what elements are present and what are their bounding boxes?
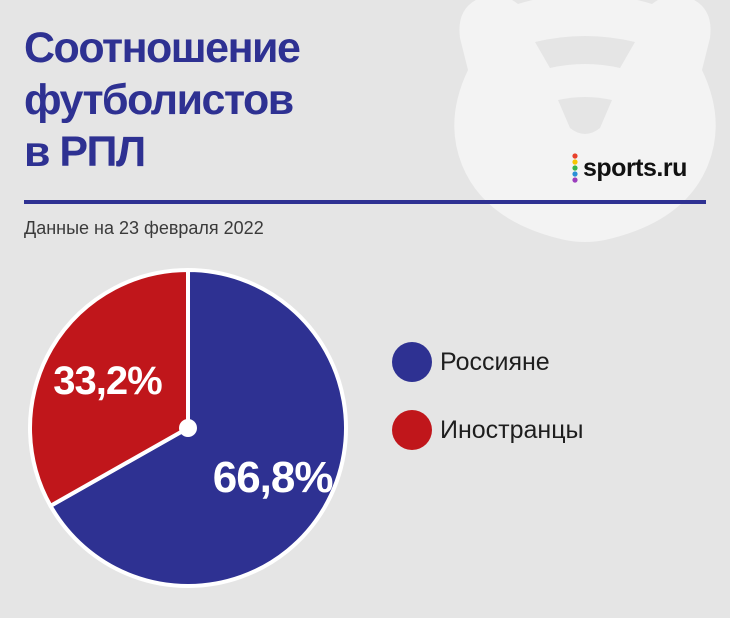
title-line-3: в РПЛ (24, 128, 146, 176)
legend-item-russians: Россияне (392, 340, 584, 384)
chart-legend: Россияне Иностранцы (392, 340, 584, 476)
logo-text: sports.ru (583, 153, 687, 182)
logo-dot (572, 177, 578, 183)
title-line-1: Соотношение (24, 24, 301, 72)
logo-dot (572, 159, 578, 165)
chart-title: Соотношение футболистов в РПЛ (24, 22, 444, 178)
logo-dot (572, 153, 578, 159)
pie-center-dot (179, 419, 197, 437)
bear-logo-watermark (454, 0, 716, 242)
pie-chart: 66,8% 33,2% (28, 268, 348, 588)
pie-label-foreigners: 33,2% (53, 359, 162, 403)
pie-slice-russians (48, 268, 348, 588)
legend-item-foreigners: Иностранцы (392, 408, 584, 452)
logo-dots-icon (572, 153, 578, 183)
logo-dot (572, 165, 578, 171)
chart-subtitle: Данные на 23 февраля 2022 (24, 218, 264, 238)
legend-label-foreigners: Иностранцы (440, 415, 584, 444)
sports-ru-logo: sports.ru (571, 150, 687, 186)
legend-swatch-russians (392, 342, 432, 382)
logo-dot (572, 171, 578, 177)
title-line-2: футболистов (24, 76, 294, 124)
legend-swatch-foreigners (392, 410, 432, 450)
title-divider (24, 200, 706, 204)
legend-label-russians: Россияне (440, 347, 550, 376)
pie-slice-foreigners (28, 268, 190, 508)
pie-label-russians: 66,8% (213, 453, 333, 502)
